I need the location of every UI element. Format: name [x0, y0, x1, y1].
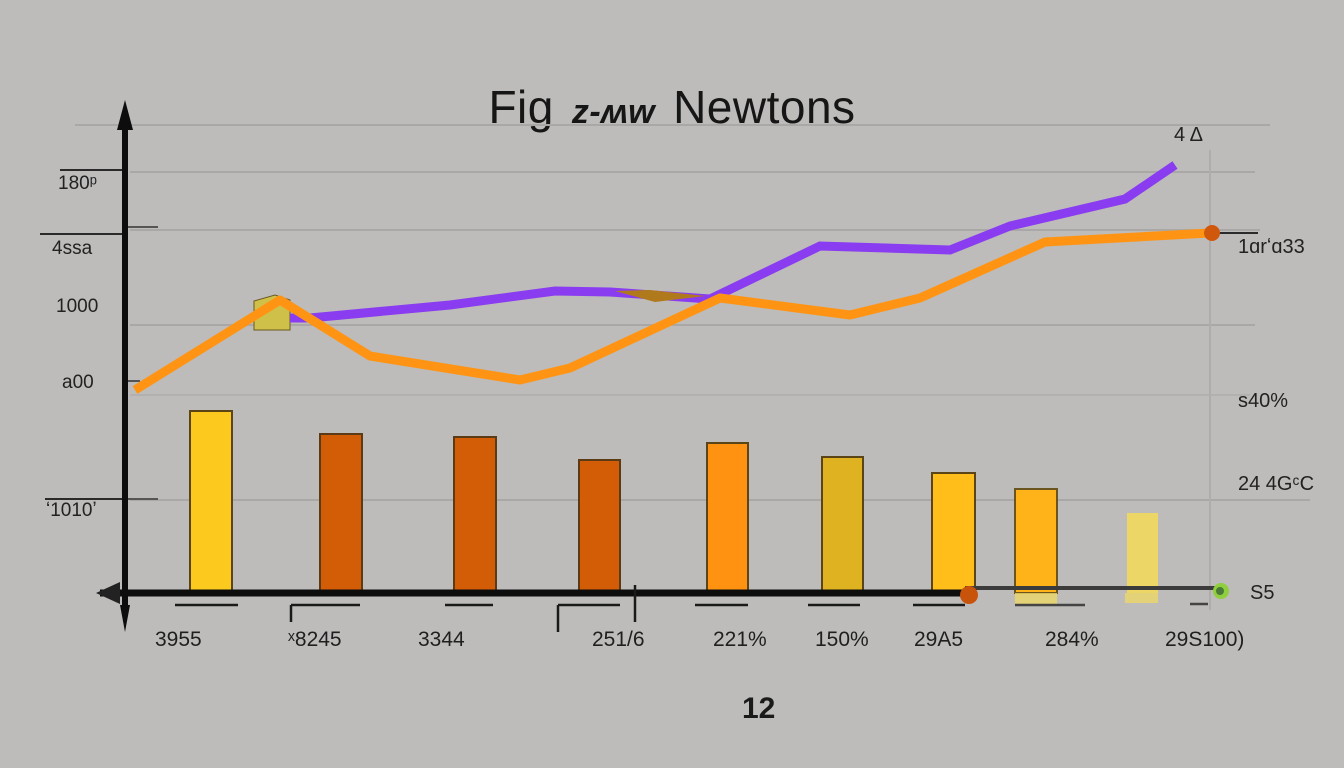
x-label-9: 29S100): [1165, 628, 1245, 651]
right-label-2: 1ɑrʻɑ33: [1238, 236, 1305, 258]
x-label-3: 3344: [418, 628, 465, 651]
bar-9: [1127, 513, 1158, 593]
right-label-3: s40%: [1238, 390, 1289, 412]
orange-end-marker: [1204, 225, 1220, 241]
bar-6: [821, 456, 864, 594]
x-label-6: 150%: [815, 628, 869, 651]
x-label-8: 284%: [1045, 628, 1099, 651]
gridlines: [75, 124, 1310, 610]
axes: [96, 100, 1229, 632]
bar-1: [189, 410, 233, 594]
y-label-3: 1000: [56, 296, 99, 317]
right-label-5: S5: [1250, 582, 1275, 604]
y-label-1: 180ᵖ: [58, 173, 97, 194]
x-axis-orange-marker: [960, 586, 978, 604]
gold-arrow: [615, 290, 705, 302]
x-axis-left-arrowhead: [96, 582, 120, 604]
x-label-5: 221%: [713, 628, 767, 651]
right-label-4: 24 4GᶜC: [1238, 473, 1315, 495]
bar-7: [931, 472, 976, 594]
page-number: 12: [742, 692, 776, 725]
x-bracket-ticks: [175, 585, 1208, 632]
bars: [189, 410, 1158, 605]
x-label-4: 251/6: [592, 628, 645, 651]
right-label-1: 4 Δ: [1174, 124, 1203, 146]
bar-5: [706, 442, 749, 594]
y-label-4: a00: [62, 372, 94, 393]
x-label-7: 29A5: [914, 628, 964, 651]
bar-3: [453, 436, 497, 594]
x-label-2: ˣ8245: [288, 628, 342, 651]
y-label-2: 4ssa: [52, 238, 93, 259]
orange-line: [132, 228, 1211, 394]
bar-8: [1014, 488, 1058, 594]
y-label-5: ʻ1010ʼ: [46, 500, 97, 521]
y-axis-bottom-point: [120, 605, 130, 632]
bar-2: [319, 433, 363, 594]
y-axis-arrowhead: [117, 100, 133, 130]
bar-4: [578, 459, 621, 594]
bar-9-reflection: [1125, 593, 1158, 603]
bar-8-reflection: [1015, 593, 1057, 605]
x-label-1: 3955: [155, 628, 202, 651]
